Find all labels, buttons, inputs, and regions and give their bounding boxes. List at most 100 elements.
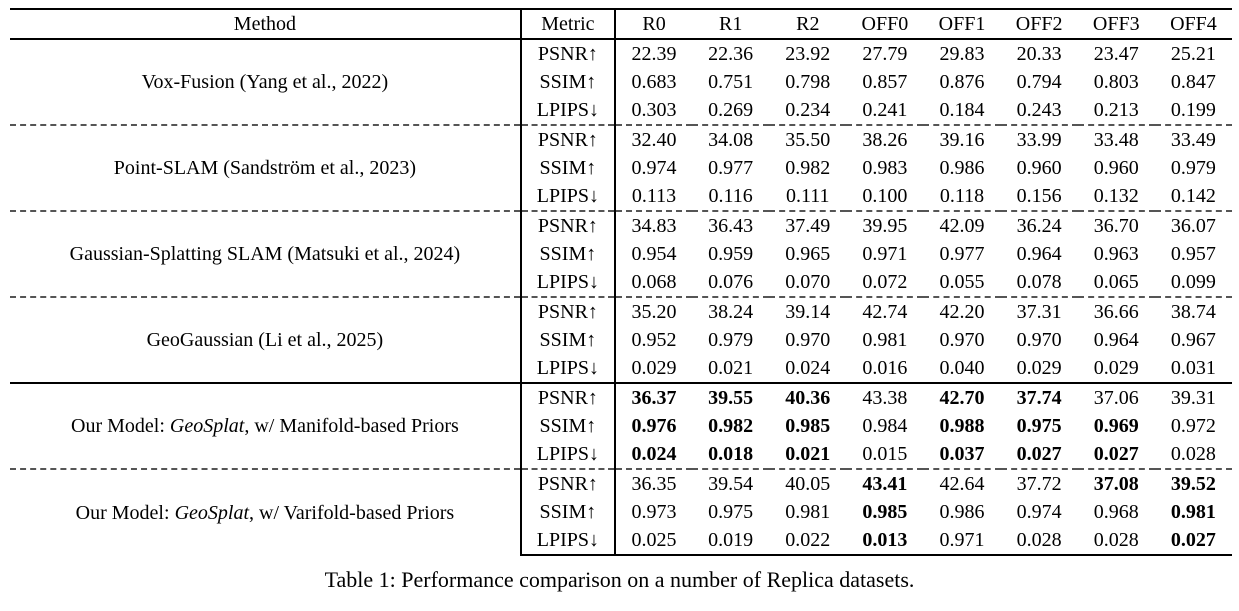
value-cell-off3: 0.960 [1093, 157, 1139, 179]
value-cell-r2: 0.021 [785, 443, 831, 465]
value-cell-off3: 0.029 [1093, 357, 1139, 379]
value-cell-off1: 0.037 [939, 443, 985, 465]
metric-label: SSIM↑ [519, 240, 616, 268]
method-name-text: Our Model: [75, 501, 175, 524]
value-cell-off4: 0.979 [1170, 157, 1216, 179]
value-cell-r1: 0.975 [708, 501, 754, 523]
value-cell-off2: 0.243 [1016, 99, 1062, 121]
col-header-off1: OFF1 [923, 8, 1001, 40]
value-cell-off3: 37.08 [1077, 468, 1155, 498]
value-cell-r1: 39.54 [692, 468, 770, 498]
value-cell-off3: 0.132 [1093, 185, 1139, 207]
value-cell-off4: 25.21 [1170, 43, 1216, 65]
value-cell-off3: 33.48 [1077, 124, 1155, 154]
value-cell-r1: 39.55 [692, 382, 770, 412]
table-row: SSIM↑ 0.973 0.975 0.981 0.985 0.986 0.974 0.968… [10, 498, 1232, 526]
value-cell-r1: 0.018 [708, 443, 754, 465]
value-cell-off1: 42.70 [923, 382, 1001, 412]
value-cell-r1: 0.979 [708, 329, 754, 351]
method-cell: GeoGaussian (Li et al., 2025) [10, 296, 521, 383]
value-cell-r1: 36.43 [692, 210, 770, 240]
value-cell-off1: 42.64 [923, 468, 1001, 498]
value-cell-off4: 0.972 [1170, 415, 1216, 437]
value-cell-r1: 34.08 [692, 124, 770, 154]
value-cell-r0: 0.976 [631, 415, 677, 437]
value-cell-r1: 0.116 [708, 185, 753, 207]
value-cell-off4: 38.74 [1154, 296, 1232, 326]
value-cell-off2: 37.74 [1000, 382, 1078, 412]
value-cell-off4: 0.028 [1170, 443, 1216, 465]
value-cell-off0: 42.74 [846, 296, 924, 326]
value-cell-r2: 35.50 [769, 124, 847, 154]
method-cell: Gaussian-Splatting SLAM (Matsuki et al.,… [10, 210, 521, 297]
table-body: Vox-Fusion (Yang et al., 2022) PSNR↑ 22.39… [10, 39, 1232, 556]
value-cell-off0: 0.981 [862, 329, 908, 351]
col-header-method: Method [10, 8, 521, 40]
value-cell-r0: 0.954 [631, 243, 677, 265]
value-cell-off2: 33.99 [1000, 124, 1078, 154]
value-cell-off4: 0.957 [1170, 243, 1216, 265]
value-cell-off2: 0.974 [1016, 501, 1062, 523]
value-cell-r2: 0.022 [769, 526, 847, 556]
value-cell-r2: 0.970 [785, 329, 831, 351]
table-row: Our Model: GeoSplat, w/ Manifold-based P… [10, 382, 1232, 469]
table-row: SSIM↑ 0.974 0.977 0.982 0.983 0.986 0.960 0.960… [10, 154, 1232, 182]
value-cell-r0: 0.024 [631, 443, 677, 465]
value-cell-off1: 0.876 [939, 71, 985, 93]
value-cell-off1: 0.970 [939, 329, 985, 351]
col-header-off3: OFF3 [1077, 8, 1155, 40]
value-cell-off1: 0.988 [939, 415, 985, 437]
value-cell-off4: 33.49 [1154, 124, 1232, 154]
value-cell-r0: 34.83 [614, 210, 693, 240]
method-name-text: Gaussian-Splatting SLAM (Matsuki et al.,… [69, 243, 461, 265]
table-row: LPIPS↓ 0.113 0.116 0.111 0.100 0.118 0.156 0.13… [10, 182, 1232, 211]
value-cell-off4: 0.142 [1170, 185, 1216, 207]
value-cell-off2: 37.72 [1000, 468, 1078, 498]
value-cell-off3: 0.213 [1093, 99, 1139, 121]
table-row: Point-SLAM (Sandström et al., 2023) PSNR↑… [10, 124, 1232, 211]
value-cell-r1: 0.269 [708, 99, 754, 121]
value-cell-off0: 43.38 [846, 382, 924, 412]
value-cell-r0: 22.39 [631, 43, 677, 65]
metric-label: SSIM↑ [519, 68, 616, 96]
value-cell-r2: 40.05 [769, 468, 847, 498]
method-name-text: , w/ Varifold-based Priors [249, 501, 455, 524]
method-cell: Our Model: GeoSplat, w/ Manifold-based P… [10, 382, 521, 469]
table-row: LPIPS↓ 0.303 0.269 0.234 0.241 0.184 0.243 0.21… [10, 96, 1232, 125]
value-cell-off3: 0.027 [1093, 443, 1139, 465]
metric-label: SSIM↑ [519, 498, 616, 526]
value-cell-r0: 0.303 [631, 99, 677, 121]
value-cell-off2: 0.029 [1016, 357, 1062, 379]
metric-label: SSIM↑ [519, 412, 616, 440]
value-cell-off1: 0.055 [939, 271, 985, 293]
value-cell-off3: 0.065 [1093, 271, 1139, 293]
table-caption: Table 1: Performance comparison on a num… [324, 567, 915, 592]
value-cell-off0: 0.971 [862, 243, 908, 265]
method-name-italic: GeoSplat [169, 415, 245, 437]
value-cell-off4: 0.967 [1170, 329, 1216, 351]
table-row: LPIPS↓ 0.029 0.021 0.024 0.016 0.040 0.029 0.02… [10, 354, 1232, 383]
value-cell-r0: 0.113 [631, 185, 677, 207]
value-cell-r0: 0.029 [631, 357, 677, 379]
metric-label: SSIM↑ [519, 326, 616, 354]
value-cell-r2: 0.111 [786, 185, 830, 207]
value-cell-r0: 36.35 [614, 468, 693, 498]
method-name-text: Point-SLAM (Sandström et al., 2023) [113, 157, 417, 179]
col-header-r2: R2 [769, 8, 847, 40]
table-row: LPIPS↓ 0.068 0.076 0.070 0.072 0.055 0.078 0.06… [10, 268, 1232, 297]
value-cell-off1: 29.83 [939, 43, 985, 65]
value-cell-off0: 0.072 [862, 271, 908, 293]
value-cell-off3: 37.06 [1077, 382, 1155, 412]
table-row: Our Model: GeoSplat, w/ Varifold-based P… [10, 468, 1232, 555]
value-cell-off2: 0.156 [1016, 185, 1062, 207]
value-cell-r2: 0.798 [785, 71, 831, 93]
value-cell-off3: 0.964 [1093, 329, 1139, 351]
metric-label: LPIPS↓ [519, 526, 616, 556]
value-cell-off4: 39.52 [1154, 468, 1232, 498]
table-row: SSIM↑ 0.954 0.959 0.965 0.971 0.977 0.964 0.963… [10, 240, 1232, 268]
value-cell-off0: 0.015 [862, 443, 908, 465]
value-cell-off1: 0.977 [939, 243, 985, 265]
value-cell-off3: 0.968 [1093, 501, 1139, 523]
table-row: Vox-Fusion (Yang et al., 2022) PSNR↑ 22.39… [10, 39, 1232, 93]
